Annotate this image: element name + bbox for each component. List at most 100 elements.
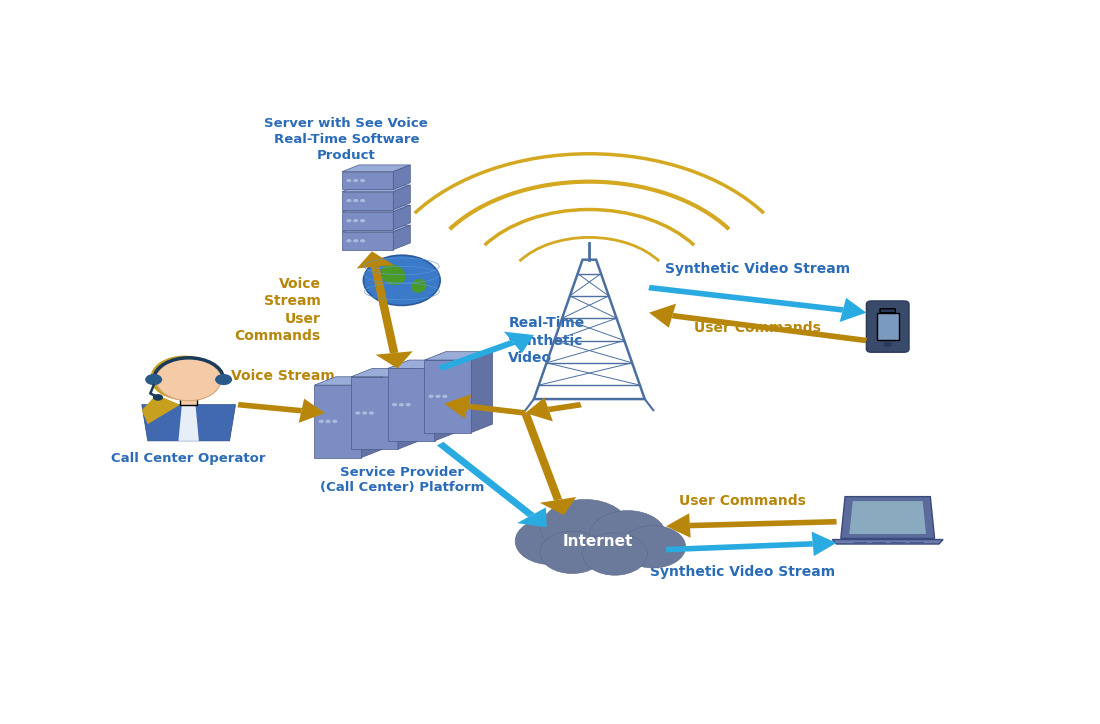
Ellipse shape [411,279,427,292]
Polygon shape [425,360,471,432]
Circle shape [346,219,352,222]
Polygon shape [351,369,419,376]
Polygon shape [849,501,926,534]
Polygon shape [342,165,410,172]
Circle shape [360,219,365,222]
Polygon shape [342,211,394,230]
Polygon shape [315,376,383,385]
Text: User Commands: User Commands [694,321,821,335]
FancyBboxPatch shape [880,308,895,313]
Polygon shape [425,352,493,360]
Polygon shape [142,405,235,441]
Circle shape [620,526,685,568]
Circle shape [355,411,361,415]
Polygon shape [690,519,837,529]
Ellipse shape [381,264,406,285]
FancyBboxPatch shape [180,395,197,405]
Polygon shape [434,360,455,441]
Polygon shape [375,351,412,369]
Polygon shape [839,298,867,322]
Circle shape [515,518,586,565]
Circle shape [151,355,219,400]
Text: User Commands: User Commands [680,494,806,508]
Circle shape [319,420,323,423]
Circle shape [332,420,338,423]
Polygon shape [840,497,935,539]
Circle shape [346,199,352,202]
Polygon shape [648,285,844,313]
Text: Voice
Stream
User
Commands: Voice Stream User Commands [234,277,321,343]
Circle shape [360,179,365,182]
Text: Synthetic Video Stream: Synthetic Video Stream [666,262,850,277]
Polygon shape [342,205,410,211]
Polygon shape [468,403,526,416]
Circle shape [353,239,359,243]
Text: Internet: Internet [563,534,632,550]
Circle shape [326,420,331,423]
Polygon shape [299,399,326,423]
Text: Call Center Operator: Call Center Operator [111,452,266,465]
Polygon shape [548,402,582,412]
Text: Server with See Voice
Real-Time Software
Product: Server with See Voice Real-Time Software… [264,117,428,162]
Polygon shape [517,508,547,527]
Polygon shape [351,376,398,449]
Polygon shape [833,539,943,544]
Circle shape [429,395,433,398]
Polygon shape [394,205,410,230]
Polygon shape [387,369,434,441]
Polygon shape [672,313,867,343]
Circle shape [541,500,629,557]
Polygon shape [438,340,515,371]
Polygon shape [394,225,410,250]
Polygon shape [356,251,394,269]
Text: Synthetic Video Stream: Synthetic Video Stream [650,565,835,579]
Polygon shape [342,172,394,190]
Polygon shape [504,332,534,353]
Circle shape [346,239,352,243]
Polygon shape [521,413,562,500]
Circle shape [399,403,404,406]
Circle shape [392,403,397,406]
Circle shape [145,374,162,385]
Polygon shape [178,405,199,441]
Polygon shape [526,397,553,421]
Circle shape [363,256,440,306]
Polygon shape [471,352,493,432]
Polygon shape [142,395,180,424]
Circle shape [442,395,448,398]
Circle shape [406,403,410,406]
FancyBboxPatch shape [867,301,909,353]
Text: Service Provider
(Call Center) Platform: Service Provider (Call Center) Platform [320,466,484,494]
Polygon shape [238,402,302,413]
Polygon shape [666,541,813,552]
Circle shape [362,411,367,415]
Polygon shape [342,192,394,209]
Polygon shape [394,185,410,209]
Polygon shape [649,303,676,328]
Polygon shape [342,225,410,232]
Circle shape [353,199,359,202]
Polygon shape [812,531,837,556]
Circle shape [590,510,666,561]
Circle shape [153,394,163,401]
Polygon shape [342,185,410,192]
Text: Voice Stream: Voice Stream [231,369,334,384]
Circle shape [360,199,365,202]
Polygon shape [437,442,535,517]
Polygon shape [444,394,471,418]
Circle shape [353,219,359,222]
Polygon shape [371,266,398,353]
Polygon shape [666,513,691,538]
FancyBboxPatch shape [877,313,899,340]
Circle shape [353,179,359,182]
Circle shape [583,533,647,576]
Polygon shape [540,497,576,515]
Polygon shape [394,165,410,190]
Circle shape [156,358,221,401]
Circle shape [436,395,441,398]
Polygon shape [398,369,419,449]
Circle shape [360,239,365,243]
Circle shape [883,342,892,348]
Polygon shape [361,376,383,458]
Polygon shape [387,360,455,369]
